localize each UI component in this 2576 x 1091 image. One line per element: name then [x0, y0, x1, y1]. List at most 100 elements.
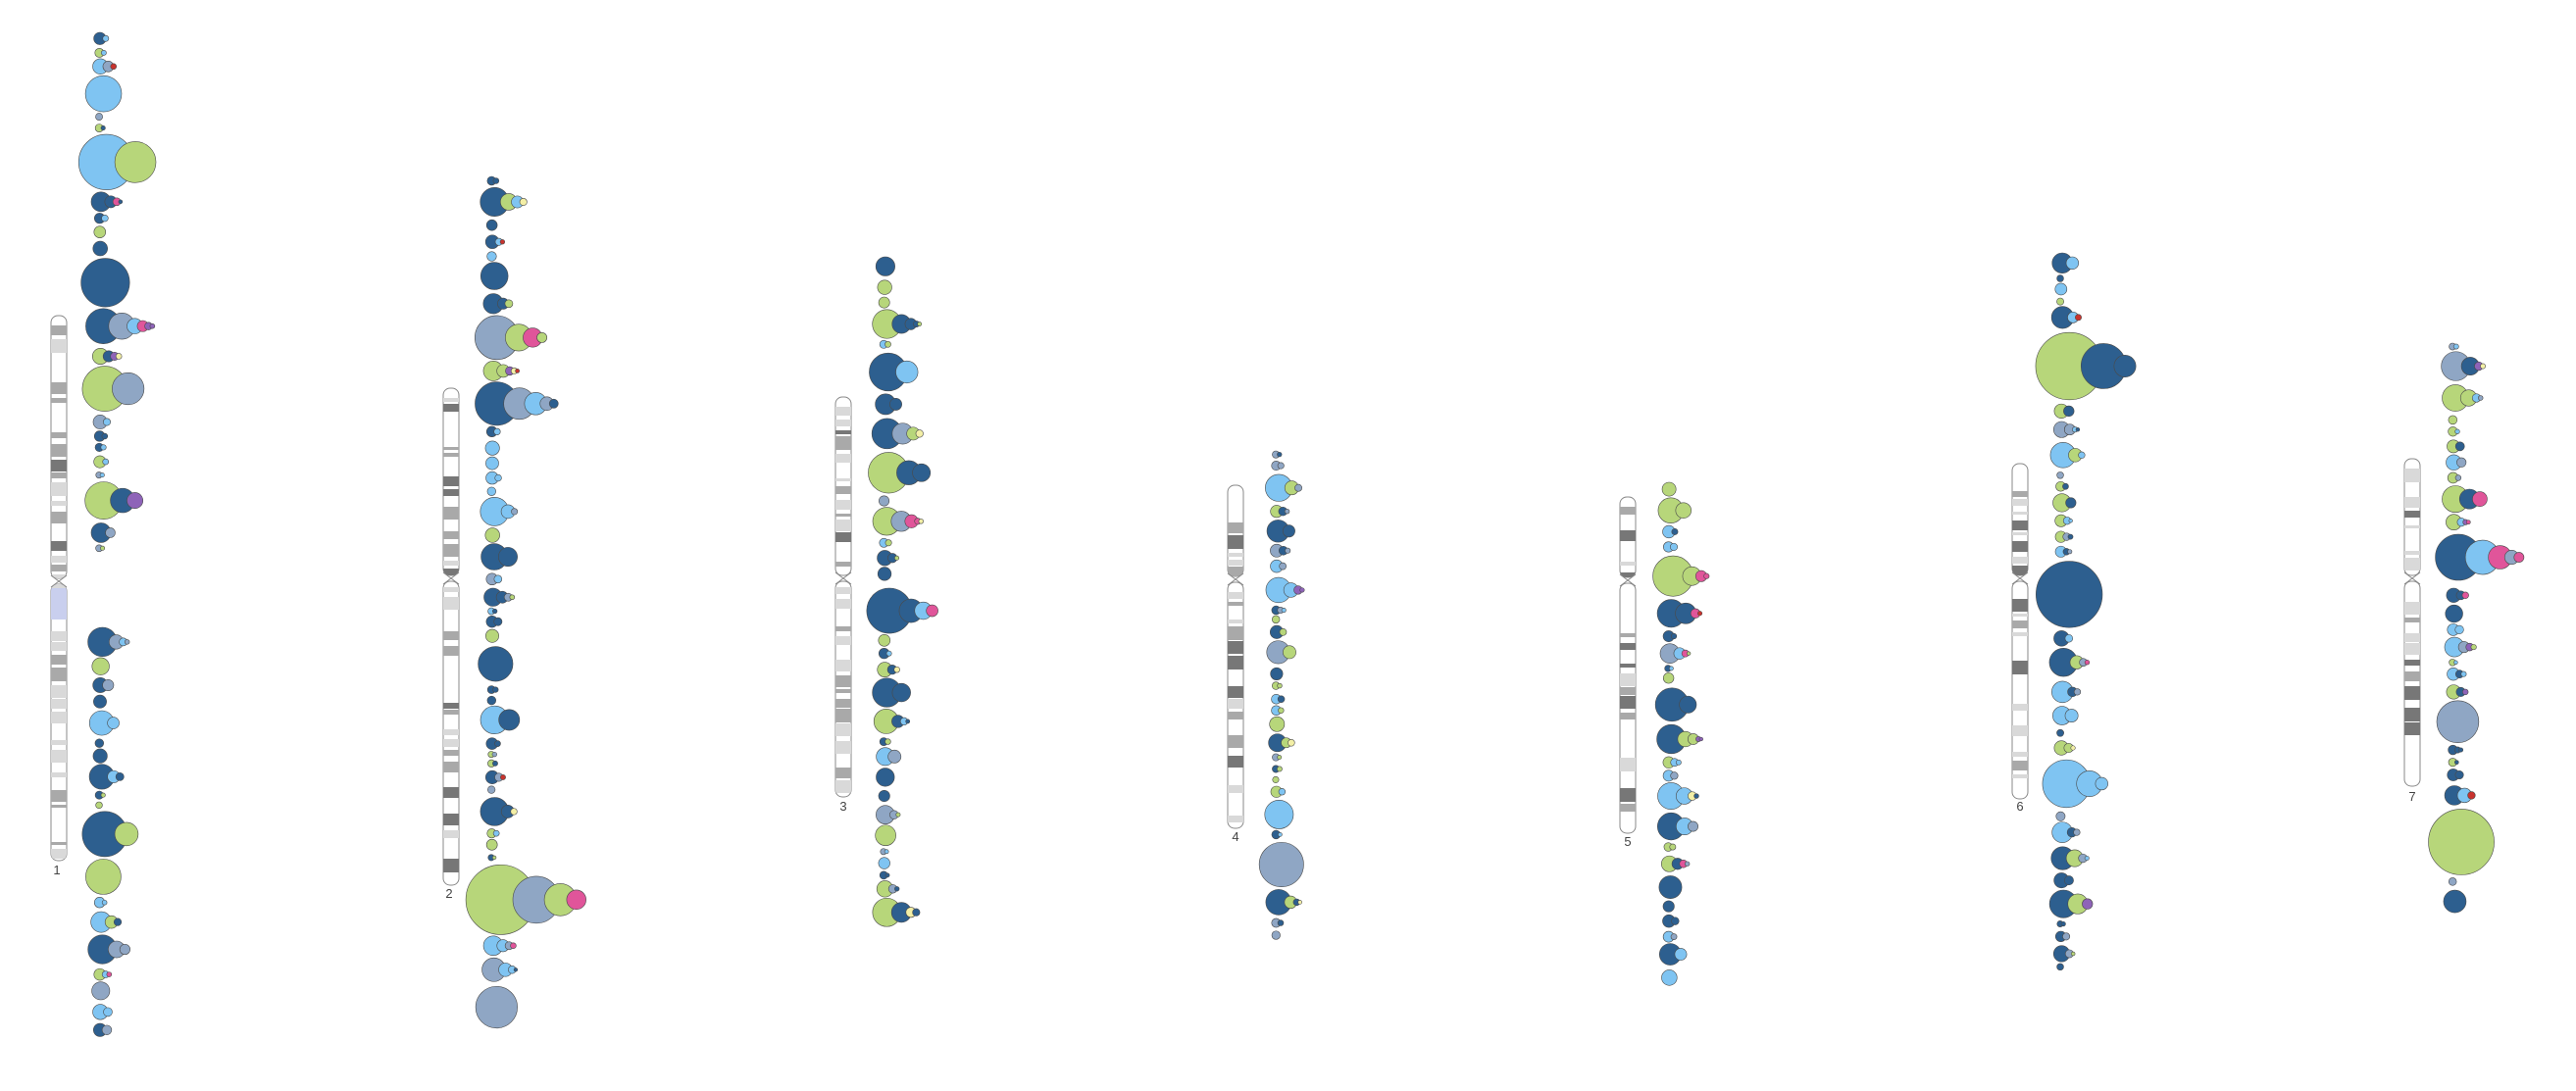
annotation-circle [1662, 900, 1675, 913]
chromosome-band [443, 787, 459, 798]
annotation-circle [1670, 771, 1679, 780]
annotation-circle [877, 279, 892, 295]
annotation-cluster [1265, 473, 1302, 502]
annotation-circle [102, 418, 111, 426]
chromosome-band [1228, 699, 1243, 709]
annotation-cluster [868, 452, 932, 494]
annotation-cluster [93, 694, 107, 709]
annotation-circle [2064, 634, 2074, 643]
annotation-cluster [92, 1004, 113, 1020]
chromosome-band [1620, 687, 1636, 695]
annotation-cluster [484, 769, 506, 784]
annotation-circle [1276, 766, 1283, 772]
annotation-cluster [880, 848, 889, 856]
annotation-cluster [1661, 969, 1678, 986]
annotation-cluster [1265, 576, 1305, 604]
annotation-circle [2443, 889, 2467, 914]
annotation-cluster [2036, 561, 2103, 628]
annotation-cluster [879, 737, 891, 746]
annotation-cluster [872, 897, 921, 927]
annotation-cluster [1270, 667, 1284, 680]
chromosome-band [1620, 664, 1636, 668]
annotation-circle [1269, 716, 1286, 732]
centromere [1227, 572, 1244, 586]
chromosome-band [1228, 560, 1243, 566]
circle-track-4 [1258, 450, 1305, 940]
chromosome-band [835, 454, 851, 463]
annotation-cluster [2053, 403, 2075, 419]
chromosome-band [443, 597, 459, 610]
chromosome-band [835, 407, 851, 416]
annotation-circle [1688, 820, 1699, 832]
annotation-cluster [80, 258, 130, 308]
annotation-circle [1674, 948, 1688, 961]
annotation-circle [114, 141, 157, 183]
circle-track-6 [2035, 252, 2137, 971]
annotation-circle [101, 432, 109, 440]
annotation-cluster [1258, 842, 1304, 887]
annotation-circle [2067, 549, 2073, 555]
chromosome-band [835, 689, 851, 693]
chromosome-band [51, 339, 67, 353]
annotation-circle [114, 821, 139, 847]
chromosome-band [51, 772, 67, 777]
annotation-cluster [1663, 842, 1677, 852]
annotation-circle [2060, 920, 2066, 927]
annotation-cluster [877, 279, 892, 295]
chromosome-band [835, 723, 851, 736]
annotation-circle [2065, 497, 2077, 509]
annotation-cluster [485, 219, 498, 231]
annotation-cluster [876, 768, 895, 787]
annotation-circle [548, 398, 559, 409]
annotation-cluster [1662, 914, 1680, 928]
heterochromatin-band [51, 584, 67, 620]
chromosome-band [2012, 512, 2028, 515]
annotation-cluster [1663, 541, 1678, 553]
annotation-circle [884, 738, 891, 745]
annotation-circle [2456, 457, 2467, 468]
annotation-cluster [1657, 497, 1692, 523]
annotation-cluster [485, 456, 499, 471]
annotation-cluster [879, 537, 892, 548]
annotation-cluster [480, 497, 519, 526]
annotation-cluster [465, 864, 586, 935]
circle-track-5 [1652, 481, 1710, 986]
annotation-circle [485, 219, 498, 231]
annotation-circle [879, 495, 890, 507]
annotation-circle [491, 608, 498, 615]
annotation-cluster [879, 495, 890, 507]
annotation-circle [2068, 519, 2073, 523]
chromosome-band [835, 660, 851, 671]
annotation-circle [1288, 738, 1295, 747]
annotation-cluster [2446, 514, 2471, 531]
annotation-cluster [1271, 705, 1285, 717]
annotation-circle [894, 555, 900, 561]
annotation-circle [492, 686, 499, 693]
annotation-cluster [872, 309, 923, 339]
annotation-cluster [2449, 342, 2459, 351]
annotation-circle [1687, 651, 1692, 656]
annotation-cluster [1657, 812, 1699, 841]
annotation-circle [1658, 875, 1683, 899]
annotation-cluster [1265, 889, 1302, 916]
chromosome-band [835, 436, 851, 450]
annotation-cluster [87, 626, 130, 658]
chromosome-band [1620, 633, 1636, 637]
annotation-circle [875, 256, 895, 276]
chromosome-layer [50, 315, 2421, 886]
chromosome-band [1228, 522, 1243, 533]
annotation-cluster [2445, 604, 2463, 623]
annotation-cluster [1268, 733, 1295, 753]
annotation-circle [493, 574, 503, 584]
annotation-circle [94, 738, 105, 748]
annotation-cluster [2052, 493, 2077, 513]
chromosome-band [1228, 602, 1243, 606]
annotation-circle [1282, 524, 1295, 538]
chromosome-band [835, 636, 851, 645]
chromosome-band [443, 729, 459, 735]
chromosome-7 [2403, 458, 2421, 787]
annotation-circle [106, 971, 113, 977]
chromosome-band [51, 750, 67, 763]
chromosome-band [51, 556, 67, 563]
annotation-circle [2513, 552, 2525, 563]
